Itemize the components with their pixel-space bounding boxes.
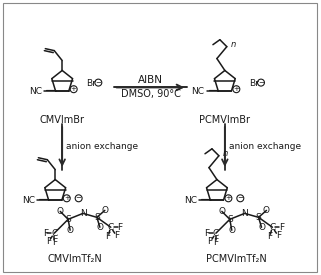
Text: O: O [57,207,64,216]
Text: NC: NC [22,196,35,205]
Text: F: F [213,238,219,247]
Text: AIBN: AIBN [138,75,163,86]
Text: Br: Br [86,79,96,88]
Text: F: F [279,223,284,232]
Text: n: n [223,149,228,158]
Text: N: N [80,209,86,218]
Text: O: O [228,226,235,235]
Text: −: − [95,79,101,86]
Text: O: O [263,206,270,215]
Text: n: n [231,40,236,49]
Text: S: S [65,215,71,224]
Text: F: F [276,231,281,240]
Text: DMSO, 90°C: DMSO, 90°C [120,89,180,99]
Text: F: F [207,237,213,246]
Text: PCMVImBr: PCMVImBr [199,115,250,125]
Text: C: C [269,223,275,232]
Text: F: F [267,232,272,241]
Text: PCMVImTf₂N: PCMVImTf₂N [206,254,267,264]
Text: CMVImTf₂N: CMVImTf₂N [48,254,102,264]
Text: NC: NC [184,196,197,205]
Text: −: − [258,79,264,86]
Text: F: F [52,238,57,247]
Text: S: S [227,215,233,224]
Text: O: O [96,223,103,232]
Text: F: F [43,229,48,238]
Text: O: O [101,206,108,215]
Text: NC: NC [192,87,204,96]
Text: O: O [67,226,74,235]
Text: anion exchange: anion exchange [229,142,301,152]
Text: N: N [241,209,248,218]
Text: C: C [51,229,57,238]
Text: F: F [105,232,110,241]
Text: NC: NC [29,87,42,96]
Text: S: S [256,213,261,222]
Text: −: − [237,195,243,201]
Text: F: F [114,231,119,240]
Text: anion exchange: anion exchange [66,142,138,152]
Text: O: O [258,223,265,232]
Text: S: S [94,213,100,222]
Text: +: + [71,86,77,92]
Text: CMVImBr: CMVImBr [40,115,85,125]
Text: F: F [46,237,51,246]
Text: C: C [108,223,114,232]
Text: C: C [213,229,219,238]
Text: F: F [204,229,210,238]
Text: O: O [218,207,225,216]
Text: +: + [64,195,70,201]
Text: −: − [76,195,82,201]
Text: Br: Br [249,79,259,88]
Text: +: + [233,86,239,92]
Text: +: + [225,195,231,201]
Text: F: F [117,223,122,232]
